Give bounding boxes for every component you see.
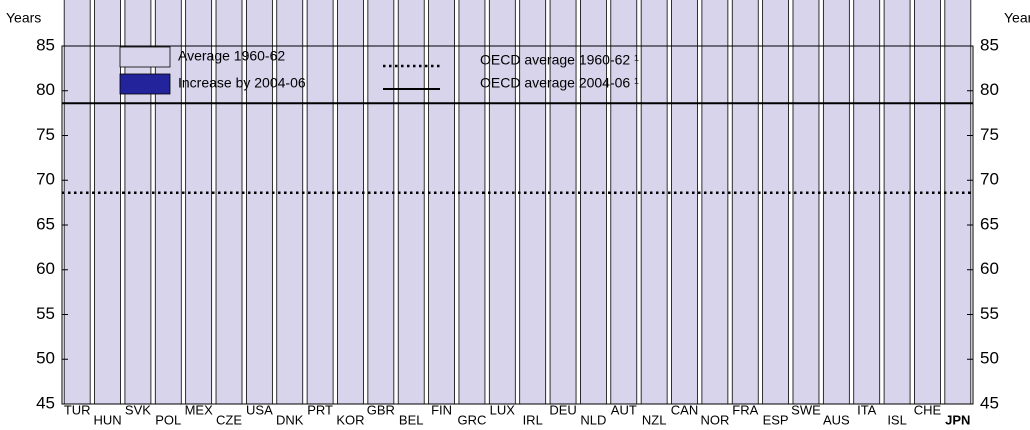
x-tick-label: ESP: [763, 412, 789, 427]
y-tick-label: 45: [36, 393, 55, 412]
bar: [276, 0, 304, 405]
x-tick-label: GBR: [367, 402, 395, 417]
x-tick-label: SWE: [791, 402, 821, 417]
bar: [610, 0, 638, 405]
y2-tick-label: 85: [980, 35, 999, 54]
y-tick-label: 60: [36, 259, 55, 278]
bar: [397, 0, 425, 405]
y-tick-label: 75: [36, 125, 55, 144]
bar: [853, 0, 881, 405]
bar: [488, 0, 516, 405]
bar: [822, 0, 850, 405]
bar: [731, 0, 759, 405]
x-tick-label: JPN: [945, 412, 970, 427]
x-tick-label: IRL: [523, 412, 543, 427]
x-tick-label: NZL: [642, 412, 667, 427]
bar: [883, 0, 911, 405]
x-tick-label: POL: [155, 412, 181, 427]
bar: [944, 0, 972, 405]
y-tick-label: 55: [36, 304, 55, 323]
bar: [640, 0, 668, 405]
x-tick-label: LUX: [490, 402, 516, 417]
x-tick-label: FRA: [732, 402, 758, 417]
x-tick-label: BEL: [399, 412, 424, 427]
bar: [367, 0, 395, 405]
bar: [580, 0, 607, 405]
y2-tick-label: 65: [980, 214, 999, 233]
x-tick-label: DNK: [276, 412, 304, 427]
x-tick-label: PRT: [307, 402, 333, 417]
x-tick-label: AUS: [823, 412, 850, 427]
legend-label: Increase by 2004-06: [178, 75, 306, 91]
x-tick-label: CAN: [671, 402, 698, 417]
y-tick-label: 70: [36, 170, 55, 189]
bar: [245, 0, 273, 405]
bar: [519, 0, 547, 405]
x-tick-label: KOR: [336, 412, 364, 427]
bar: [185, 0, 213, 405]
y-tick-label: 85: [36, 35, 55, 54]
x-tick-label: ISL: [887, 412, 907, 427]
y-tick-label: 50: [36, 349, 55, 368]
y-tick-label: 80: [36, 80, 55, 99]
y2-tick-label: 80: [980, 80, 999, 99]
x-tick-label: CZE: [216, 412, 242, 427]
legend-swatch: [119, 46, 171, 68]
y2-tick-label: 50: [980, 349, 999, 368]
x-tick-label: NOR: [700, 412, 729, 427]
y-tick-label: 65: [36, 214, 55, 233]
y2-tick-label: 75: [980, 125, 999, 144]
x-tick-label: TUR: [64, 402, 91, 417]
bar: [337, 0, 364, 405]
legend-label: OECD average 1960-62 ¹: [480, 52, 639, 68]
bar: [94, 0, 121, 405]
bar: [458, 0, 486, 405]
bar: [549, 0, 577, 405]
x-tick-label: DEU: [549, 402, 576, 417]
y2-tick-label: 45: [980, 393, 999, 412]
y2-tick-label: 60: [980, 259, 999, 278]
bar: [215, 0, 243, 405]
legend-label: OECD average 2004-06 ¹: [480, 75, 639, 91]
y2-tick-label: 70: [980, 170, 999, 189]
x-tick-label: HUN: [93, 412, 121, 427]
x-tick-label: AUT: [611, 402, 637, 417]
y2-tick-label: 55: [980, 304, 999, 323]
bar: [701, 0, 729, 405]
legend-label: Average 1960-62: [178, 48, 285, 64]
x-tick-label: NLD: [580, 412, 606, 427]
bar: [63, 0, 91, 405]
y2-axis-label: Years: [1004, 10, 1030, 26]
bar: [671, 0, 698, 405]
x-tick-label: MEX: [185, 402, 214, 417]
bar: [914, 0, 941, 405]
bar: [306, 0, 334, 405]
bar: [762, 0, 790, 405]
bar: [428, 0, 455, 405]
x-tick-label: FIN: [431, 402, 452, 417]
bar: [792, 0, 820, 405]
x-tick-label: USA: [246, 402, 273, 417]
x-tick-label: ITA: [857, 402, 877, 417]
y-axis-label: Years: [6, 10, 41, 26]
x-tick-label: GRC: [458, 412, 487, 427]
x-tick-label: CHE: [914, 402, 942, 417]
x-tick-label: SVK: [125, 402, 151, 417]
legend-swatch: [119, 73, 171, 95]
